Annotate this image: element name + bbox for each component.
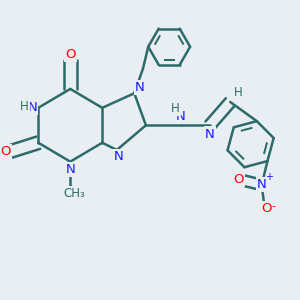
Text: N: N xyxy=(176,110,186,123)
Text: O: O xyxy=(261,202,272,215)
Text: CH₃: CH₃ xyxy=(63,187,85,200)
Text: N: N xyxy=(257,178,266,191)
Text: H: H xyxy=(171,103,180,116)
Text: H: H xyxy=(20,100,29,113)
Text: N: N xyxy=(28,101,37,114)
Text: N: N xyxy=(205,128,215,140)
Text: H: H xyxy=(234,86,243,99)
Text: -: - xyxy=(271,201,275,211)
Text: N: N xyxy=(65,163,75,176)
Text: +: + xyxy=(265,172,273,182)
Text: O: O xyxy=(65,48,76,61)
Text: O: O xyxy=(0,145,11,158)
Text: O: O xyxy=(233,172,244,186)
Text: N: N xyxy=(135,81,145,94)
Text: N: N xyxy=(113,150,123,163)
